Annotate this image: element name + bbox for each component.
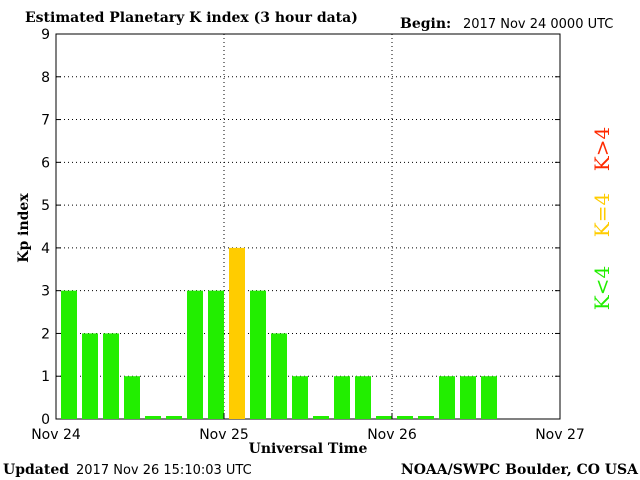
kp-bar — [82, 333, 98, 419]
legend-k-equal-4: K=4 — [590, 193, 614, 237]
y-tick-label: 3 — [41, 284, 50, 300]
y-ticks: 0 1 2 3 4 5 6 7 8 9 — [41, 27, 560, 428]
legend-k-greater-4: K>4 — [590, 127, 614, 171]
x-ticks: Nov 24 Nov 25 Nov 26 Nov 27 — [31, 413, 585, 443]
begin-label: Begin: — [400, 16, 451, 32]
kp-bar — [418, 416, 434, 419]
kp-bar — [187, 290, 203, 419]
gridlines — [56, 34, 560, 419]
y-tick-label: 0 — [41, 412, 50, 428]
updated-value: 2017 Nov 26 15:10:03 UTC — [76, 463, 252, 478]
x-tick-label: Nov 25 — [199, 427, 249, 443]
y-tick-label: 7 — [41, 113, 50, 129]
plot-area — [55, 33, 561, 420]
kp-bar — [250, 290, 266, 419]
kp-bar — [439, 376, 455, 419]
kp-bar — [334, 376, 350, 419]
kp-bar — [208, 290, 224, 419]
kp-bar — [103, 333, 119, 419]
x-tick-label: Nov 27 — [535, 427, 585, 443]
kp-bar — [313, 416, 329, 419]
x-tick-label: Nov 24 — [31, 427, 81, 443]
x-axis-label: Universal Time — [249, 441, 368, 457]
y-tick-label: 6 — [41, 155, 50, 171]
kp-bar — [460, 376, 476, 419]
y-tick-label: 9 — [41, 27, 50, 43]
legend-k-less-4: K<4 — [590, 266, 614, 310]
chart-title: Estimated Planetary K index (3 hour data… — [25, 10, 358, 26]
y-tick-label: 5 — [41, 198, 50, 214]
x-tick-label: Nov 26 — [367, 427, 417, 443]
kp-bar — [229, 247, 245, 419]
y-tick-label: 1 — [41, 369, 50, 385]
kp-bar — [61, 290, 77, 419]
kp-bar — [376, 416, 392, 419]
credit-text: NOAA/SWPC Boulder, CO USA — [401, 462, 639, 478]
kp-bar — [166, 416, 182, 419]
kp-bar — [397, 416, 413, 419]
y-tick-label: 8 — [41, 70, 50, 86]
bars — [61, 247, 497, 419]
kp-bar — [355, 376, 371, 419]
kp-bar — [481, 376, 497, 419]
updated-label: Updated — [3, 462, 69, 478]
kp-bar — [271, 333, 287, 419]
kp-bar — [124, 376, 140, 419]
y-axis-label: Kp index — [16, 193, 32, 263]
begin-value: 2017 Nov 24 0000 UTC — [463, 17, 613, 32]
kp-bar — [145, 416, 161, 419]
y-tick-label: 4 — [41, 241, 50, 257]
y-tick-label: 2 — [41, 326, 50, 342]
kp-bar — [292, 376, 308, 419]
